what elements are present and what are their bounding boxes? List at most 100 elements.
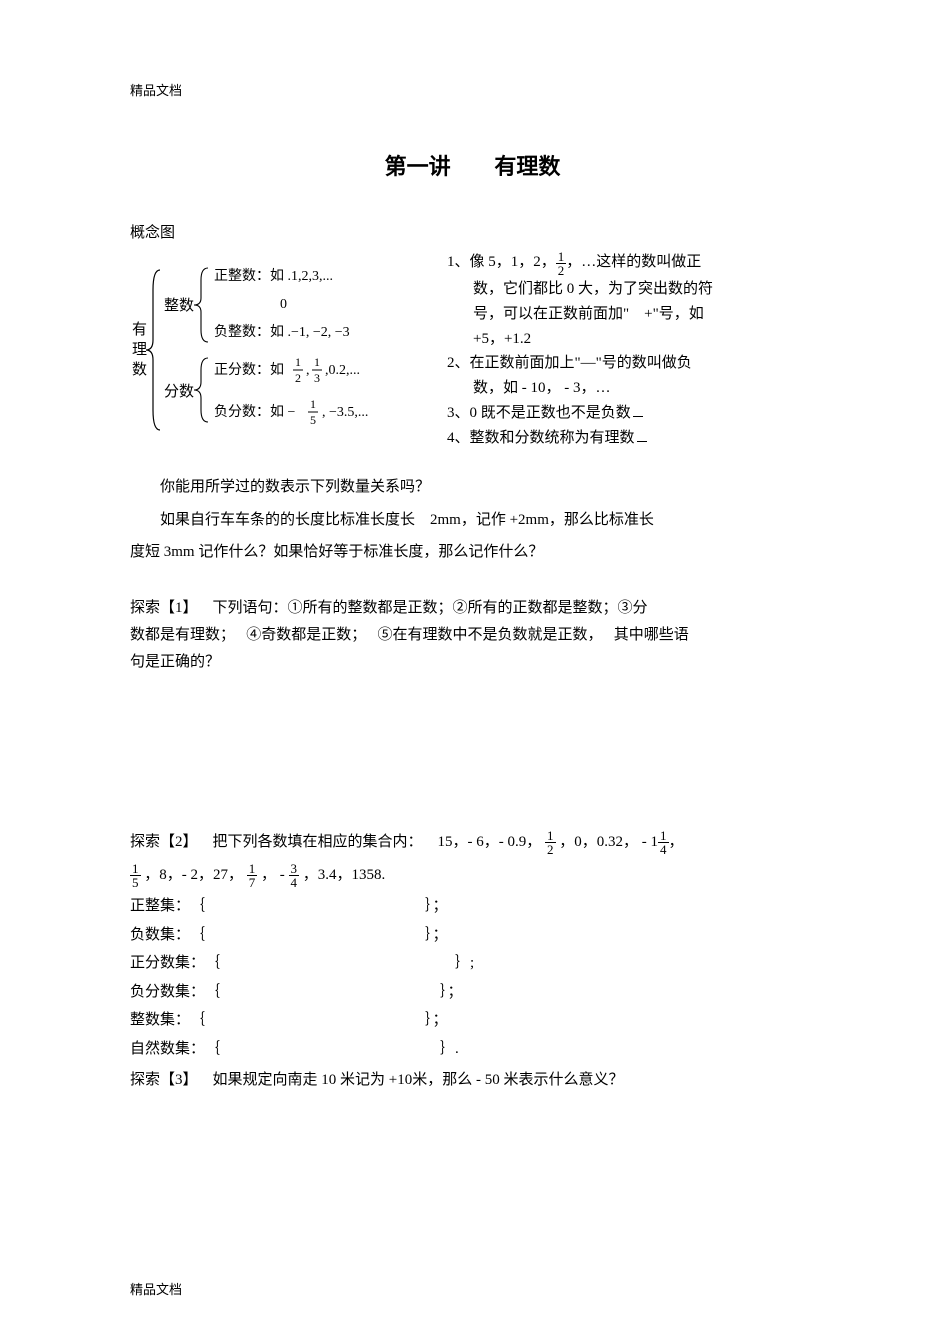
set-label: 负数集： xyxy=(130,921,190,950)
brace-open: ｛ xyxy=(190,921,205,950)
svg-text:理: 理 xyxy=(132,342,147,358)
explore-2: 探索【2】 把下列各数填在相应的集合内： 15，- 6，- 0.9， 12 ，0… xyxy=(130,826,815,1063)
set-gap xyxy=(220,1035,440,1064)
note1-l2: 数，它们都比 0 大，为了突出数的符 xyxy=(473,277,815,302)
note2-l2: 数，如 - 10， - 3，… xyxy=(473,376,815,401)
concept-wrap: 有 理 数 整数 正整数：如 .1,2,3,... 0 负整数：如 .−1, −… xyxy=(130,250,815,450)
intro-l3: 度短 3mm 记作什么？如果恰好等于标准长度，那么记作什么？ xyxy=(130,539,815,565)
e1-b5: 其中哪些语 xyxy=(614,627,689,643)
title-part1: 第一讲 xyxy=(385,149,451,181)
svg-text:1: 1 xyxy=(295,355,301,369)
note2-l1: 2、在正数前面加上"—"号的数叫做负 xyxy=(447,351,815,376)
brace-open: ｛ xyxy=(205,978,220,1007)
svg-text:负整数：如 .−1, −2, −3: 负整数：如 .−1, −2, −3 xyxy=(214,324,350,340)
svg-text:5: 5 xyxy=(310,413,316,427)
e2-frac2: 14 xyxy=(658,829,669,856)
set-line-0: 正整集：｛ ｝； xyxy=(130,892,815,921)
svg-text:分数: 分数 xyxy=(164,383,194,400)
brace-open: ｛ xyxy=(205,1035,220,1064)
svg-text:0: 0 xyxy=(280,297,287,312)
e2-l2-frac2: 17 xyxy=(247,862,258,889)
set-gap xyxy=(205,1006,425,1035)
svg-text:正整数：如 .1,2,3,...: 正整数：如 .1,2,3,... xyxy=(214,268,333,284)
e2-nums-b: ，0，0.32， - 1 xyxy=(559,834,658,850)
svg-text:, −3.5,...: , −3.5,... xyxy=(322,405,368,420)
dot-rule-2 xyxy=(637,441,647,442)
set-line-4: 整数集：｛｝； xyxy=(130,1006,815,1035)
svg-text:负分数：如 −: 负分数：如 − xyxy=(214,404,295,420)
intro-l2: 如果自行车车条的的长度比标准长度长 2mm，记作 +2mm，那么比标准长 xyxy=(130,507,815,533)
svg-text:3: 3 xyxy=(314,371,320,385)
concept-notes: 1、像 5，1，2， 12 ，…这样的数叫做正 数，它们都比 0 大，为了突出数… xyxy=(447,250,815,450)
brace-close: ｝. xyxy=(440,1035,459,1064)
brace-open: ｛ xyxy=(205,949,220,978)
note1-post: ，…这样的数叫做正 xyxy=(566,250,701,277)
set-line-3: 负分数集：｛ ｝； xyxy=(130,978,815,1007)
explore-3: 探索【3】 如果规定向南走 10 米记为 +10米，那么 - 50 米表示什么意… xyxy=(130,1067,815,1094)
concept-tree-svg: 有 理 数 整数 正整数：如 .1,2,3,... 0 负整数：如 .−1, −… xyxy=(130,250,425,450)
svg-text:2: 2 xyxy=(295,371,301,385)
brace-close: ｝; xyxy=(455,949,474,978)
explore-1: 探索【1】 下列语句：①所有的整数都是正数；②所有的正数都是整数；③分 数都是有… xyxy=(130,595,815,676)
title-part2: 有理数 xyxy=(494,149,560,181)
note1-l4: +5，+1.2 xyxy=(473,327,815,352)
set-gap xyxy=(220,978,440,1007)
brace-close: ｝； xyxy=(440,978,463,1007)
note1-pre: 1、像 5，1，2， xyxy=(447,250,556,277)
e2-l2b: ， - xyxy=(261,867,289,883)
svg-text:,: , xyxy=(306,363,310,378)
note1-l3a: 号，可以在正数前面加" xyxy=(473,306,629,322)
e3-body: 如果规定向南走 10 米记为 +10米，那么 - 50 米表示什么意义？ xyxy=(213,1072,624,1088)
e2-pre: 把下列各数填在相应的集合内： xyxy=(213,834,423,850)
note3: 3、0 既不是正数也不是负数 xyxy=(447,405,631,421)
set-label: 整数集： xyxy=(130,1006,190,1035)
set-label: 负分数集： xyxy=(130,978,205,1007)
set-label: 自然数集： xyxy=(130,1035,205,1064)
svg-text:整数: 整数 xyxy=(164,297,194,314)
note1-l3b: +"号，如 xyxy=(644,306,704,322)
svg-text:有: 有 xyxy=(132,321,147,338)
set-line-1: 负数集：｛ ｝； xyxy=(130,921,815,950)
sets-container: 正整集：｛｝；负数集：｛｝；正分数集：｛｝;负分数集：｛｝；整数集：｛｝；自然数… xyxy=(130,892,815,1063)
e1-b4: ⑤在有理数中不是负数就是正数， xyxy=(378,627,603,643)
intro-l1: 你能用所学过的数表示下列数量关系吗？ xyxy=(130,474,815,500)
e2-l2-frac1: 15 xyxy=(130,862,141,889)
note4: 4、整数和分数统称为有理数 xyxy=(447,430,635,446)
svg-text:1: 1 xyxy=(314,355,320,369)
section-label: 概念图 xyxy=(130,221,815,242)
set-line-5: 自然数集：｛ ｝. xyxy=(130,1035,815,1064)
e1-head: 探索【1】 xyxy=(130,600,198,616)
e2-l2c: ，3.4，1358. xyxy=(303,867,386,883)
svg-text:数: 数 xyxy=(132,361,147,378)
footer-text: 精品文档 xyxy=(130,1279,182,1298)
e2-l2-frac3: 34 xyxy=(289,862,300,889)
set-line-2: 正分数集：｛ ｝; xyxy=(130,949,815,978)
blank-gap xyxy=(130,676,815,796)
header-text: 精品文档 xyxy=(130,80,815,99)
e1-b2: 数都是有理数； xyxy=(130,627,235,643)
svg-text:正分数：如: 正分数：如 xyxy=(214,362,284,378)
set-gap xyxy=(205,892,425,921)
set-label: 正分数集： xyxy=(130,949,205,978)
e1-b3: ④奇数都是正数； xyxy=(246,627,366,643)
e2-head: 探索【2】 xyxy=(130,834,198,850)
svg-text:,0.2,...: ,0.2,... xyxy=(325,363,360,378)
e3-head: 探索【3】 xyxy=(130,1072,198,1088)
set-gap xyxy=(205,921,425,950)
dot-rule-1 xyxy=(633,416,643,417)
brace-close: ｝； xyxy=(425,921,448,950)
e1-b1: 下列语句：①所有的整数都是正数；②所有的正数都是整数；③分 xyxy=(213,600,648,616)
e2-l2a: ，8，- 2，27， xyxy=(144,867,243,883)
e1-b6: 句是正确的？ xyxy=(130,654,220,670)
brace-close: ｝； xyxy=(425,892,448,921)
brace-open: ｛ xyxy=(190,892,205,921)
svg-text:1: 1 xyxy=(310,397,316,411)
set-label: 正整集： xyxy=(130,892,190,921)
e2-frac1: 12 xyxy=(545,829,556,856)
brace-open: ｛ xyxy=(190,1006,205,1035)
e2-nums-a: 15，- 6，- 0.9， xyxy=(438,834,542,850)
note1-frac: 12 xyxy=(556,250,567,277)
set-gap xyxy=(220,949,455,978)
title-row: 第一讲 有理数 xyxy=(130,149,815,181)
e2-nums-c: ， xyxy=(669,834,684,850)
